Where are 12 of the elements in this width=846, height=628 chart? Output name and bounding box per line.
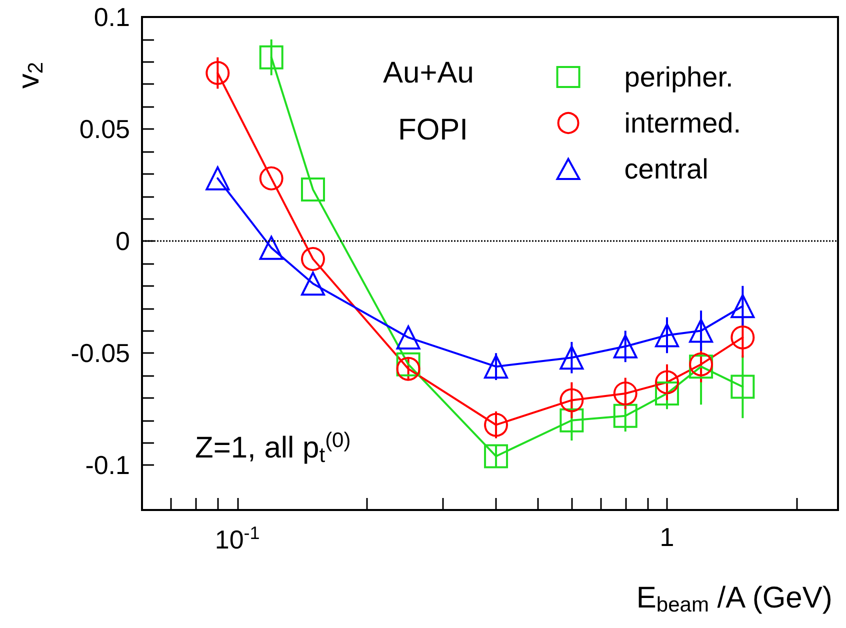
legend-label: peripher. <box>624 62 734 92</box>
y-tick-label: 0.1 <box>94 2 130 32</box>
legend-label: intermed. <box>624 108 741 138</box>
legend-label: central <box>624 154 708 184</box>
annotation: Au+Au <box>383 56 474 90</box>
x-tick-label: 1 <box>660 522 674 552</box>
y-tick-label: -0.1 <box>85 450 130 480</box>
y-axis-title: v2 <box>12 62 48 89</box>
y-tick-label: 0.05 <box>79 114 130 144</box>
y-tick-label: 0 <box>116 226 130 256</box>
y-tick-label: -0.05 <box>70 338 130 368</box>
annotation: FOPI <box>398 114 468 146</box>
